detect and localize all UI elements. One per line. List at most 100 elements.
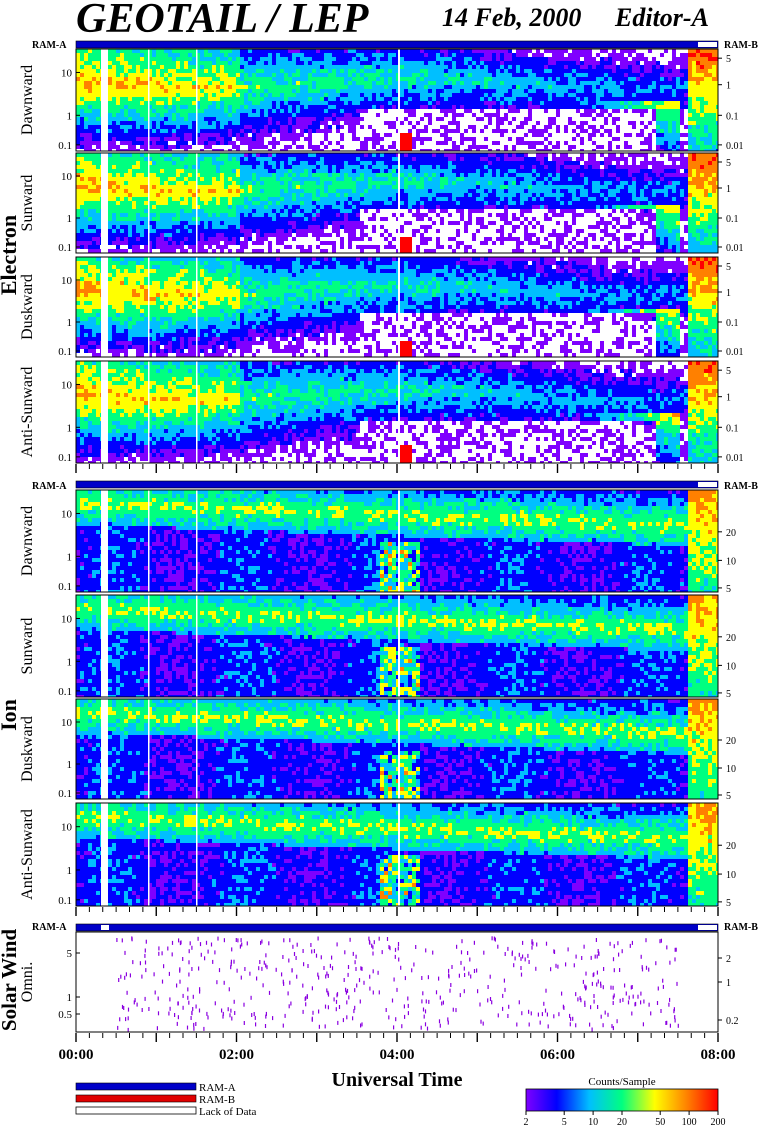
spectrogram-cells [76, 153, 718, 253]
data-gap [196, 257, 198, 357]
spectrogram-cells [76, 595, 718, 697]
y2-tick-label: 0.1 [726, 111, 739, 122]
y-tick-label: 1 [67, 110, 73, 122]
ram-status-bar [75, 480, 719, 489]
y2-tick-label: 0.2 [726, 1016, 739, 1027]
spectrogram-cells [76, 490, 718, 592]
y2-tick-label: 0.01 [726, 243, 744, 254]
panel-solar-wind-omni: 5 1 0.5 2 1 0.2 Omni. [19, 931, 739, 1033]
panel-ion-duskward: 10 1 0.1 20 10 5 Duskward [19, 698, 736, 802]
spectrogram-cells [76, 361, 718, 463]
data-gap [101, 699, 105, 799]
data-gap [105, 699, 108, 799]
section-label-ion: Ion [0, 699, 21, 731]
y2-tick-label: 10 [726, 661, 736, 672]
data-gap [196, 595, 198, 697]
y-tick-label: 0.1 [58, 452, 72, 464]
spectrogram-cells [76, 932, 718, 1032]
y-tick-label: 0.1 [58, 895, 72, 907]
y-tick-label: 0.1 [58, 140, 72, 152]
data-gap [148, 257, 150, 357]
data-gap [148, 803, 150, 906]
y-tick-label: 10 [61, 171, 73, 183]
y-tick-label: 1 [67, 656, 73, 668]
y2-tick-label: 1 [726, 184, 731, 195]
panel-ion-sunward: 10 1 0.1 20 10 5 Sunward [19, 594, 736, 700]
x-tick-label: 00:00 [59, 1047, 94, 1063]
y-tick-label: 10 [61, 275, 73, 287]
y2-tick-label: 20 [726, 633, 736, 644]
data-gap [105, 257, 108, 357]
panel-ion-dawnward: 10 1 0.1 20 10 5 Dawnward [19, 489, 736, 595]
y2-tick-label: 5 [726, 689, 731, 700]
lack-of-data-segment [101, 925, 109, 930]
lack-of-data-segment [698, 42, 717, 47]
colorbar-title: Counts/Sample [588, 1076, 655, 1088]
data-gap [398, 699, 400, 799]
y-tick-label: 0.5 [58, 1009, 72, 1021]
section-label-electron: Electron [0, 215, 21, 295]
y-tick-label: 10 [61, 613, 73, 625]
x-tick-label: 02:00 [219, 1047, 254, 1063]
y-tick-label: 10 [61, 379, 73, 391]
y2-tick-label: 20 [726, 528, 736, 539]
colorbar-tick-label: 20 [617, 1117, 627, 1128]
y-tick-label: 0.1 [58, 346, 72, 358]
y2-tick-label: 0.01 [726, 347, 744, 358]
panel-label: Anti-Sunward [19, 367, 36, 458]
y-tick-label: 0.1 [58, 581, 72, 593]
panel-electron-sunward: 10 1 0.1 5 1 0.1 0.01 Sunward [19, 152, 744, 254]
section-label-solar-wind: Solar Wind [0, 929, 21, 1031]
y2-tick-label: 0.01 [726, 141, 744, 152]
data-gap [398, 595, 400, 697]
y-tick-label: 0.1 [58, 242, 72, 254]
ram-b-label: RAM-B [724, 922, 758, 933]
y-tick-label: 1 [67, 317, 73, 329]
data-gap [105, 595, 108, 697]
figure-date: 14 Feb, 2000 [442, 3, 581, 32]
y2-tick-label: 0.01 [726, 453, 744, 464]
ram-b-label: RAM-B [724, 40, 758, 51]
y2-tick-label: 0.1 [726, 423, 739, 434]
panel-frame [75, 256, 719, 358]
ram-a-label: RAM-A [32, 481, 67, 492]
data-gap [105, 153, 108, 253]
x-tick-label: 06:00 [540, 1047, 575, 1063]
y2-tick-label: 10 [726, 556, 736, 567]
x-tick-label: 08:00 [701, 1047, 736, 1063]
ram-status-bar [75, 923, 719, 932]
y2-tick-label: 5 [726, 584, 731, 595]
panel-label: Omni. [19, 962, 36, 1002]
colorbar-tick-label: 50 [655, 1117, 665, 1128]
panel-electron-anti-sunward: 10 1 0.1 5 1 0.1 0.01 Anti-Sunward [19, 360, 744, 464]
panel-electron-duskward: 10 1 0.1 5 1 0.1 0.01 Duskward [19, 256, 744, 358]
legend-lack-label: Lack of Data [199, 1106, 257, 1118]
y2-tick-label: 1 [726, 81, 731, 92]
data-gap [105, 49, 108, 151]
panel-background [76, 932, 718, 1032]
y2-tick-label: 0.1 [726, 318, 739, 329]
panel-label: Duskward [19, 716, 36, 782]
panel-label: Dawnward [19, 65, 36, 135]
panel-label: Sunward [19, 175, 36, 232]
data-gap [101, 490, 105, 592]
legend-ram-a-swatch [75, 1082, 197, 1091]
x-tick-label: 04:00 [380, 1047, 415, 1063]
panel-frame [75, 698, 719, 800]
ram-status-bar [75, 40, 719, 49]
data-gap [105, 803, 108, 906]
y-tick-label: 0.1 [58, 788, 72, 800]
y-tick-label: 5 [67, 948, 73, 960]
y-tick-label: 1 [67, 213, 73, 225]
lack-of-data-segment [698, 482, 717, 487]
spectrogram-cells [76, 257, 718, 357]
y2-tick-label: 1 [726, 393, 731, 404]
y2-tick-label: 5 [726, 158, 731, 169]
legend-ram-b-label: RAM-B [199, 1094, 235, 1106]
data-gap [398, 361, 400, 463]
y-tick-label: 10 [61, 822, 73, 834]
panel-ion-anti-sunward: 10 1 0.1 20 10 5 Anti-Sunward [19, 802, 736, 909]
spectrogram-cells [76, 49, 718, 151]
spectrogram-cells [76, 699, 718, 799]
